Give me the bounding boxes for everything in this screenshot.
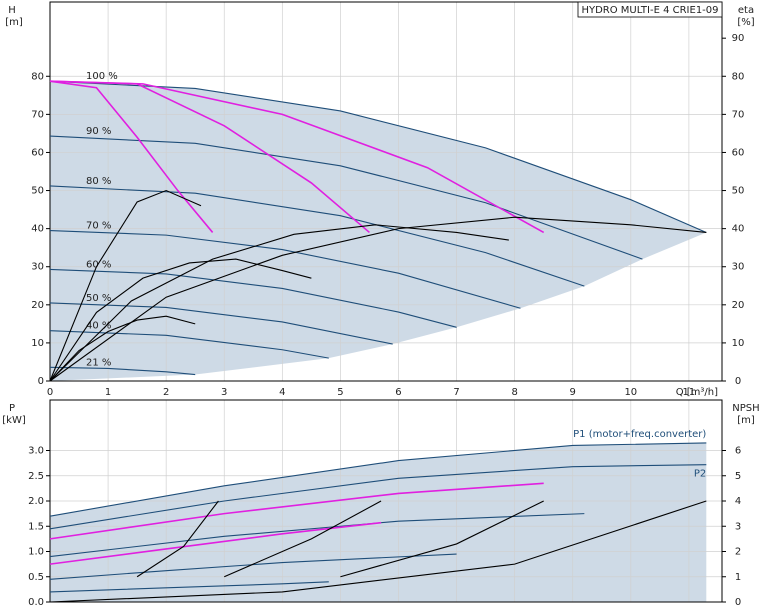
- plot-frame: [49, 399, 723, 603]
- y2-tick-label: 10: [732, 338, 745, 349]
- y-tick-label: 0.0: [28, 597, 44, 608]
- y2-tick-label: 0: [735, 597, 741, 608]
- y-tick-label: 0: [38, 376, 44, 387]
- x-tick-label: 7: [453, 387, 459, 398]
- curve: [49, 80, 545, 234]
- y-tick-label: 80: [31, 71, 44, 82]
- y-axis-unit: [kW]: [2, 415, 26, 426]
- y2-axis-label: NPSH: [732, 403, 759, 414]
- curve: [49, 366, 196, 376]
- x-tick-label: 5: [337, 387, 343, 398]
- speed-label: 100 %: [86, 71, 118, 82]
- y2-tick-label: 70: [732, 109, 745, 120]
- curve: [49, 216, 707, 382]
- speed-label: 21 %: [86, 357, 111, 368]
- speed-label: 50 %: [86, 293, 111, 304]
- y2-tick-label: 3: [735, 521, 741, 532]
- y-tick-label: 0.5: [28, 572, 44, 583]
- y-tick-label: 70: [31, 109, 44, 120]
- curve: [49, 330, 329, 359]
- curve: [49, 229, 521, 309]
- speed-label: 80 %: [86, 176, 111, 187]
- y-tick-label: 10: [31, 338, 44, 349]
- y-axis-unit: [m]: [5, 17, 23, 28]
- y2-tick-label: 90: [732, 33, 745, 44]
- y2-tick-label: 50: [732, 186, 745, 197]
- y2-tick-label: 6: [735, 446, 741, 457]
- y2-tick-label: 20: [732, 300, 745, 311]
- plot-frame: [49, 1, 723, 382]
- operating-region: [50, 81, 707, 381]
- y-tick-label: 2.0: [28, 496, 44, 507]
- speed-label: 90 %: [86, 126, 111, 137]
- y2-tick-label: 60: [732, 147, 745, 158]
- y-tick-label: 20: [31, 300, 44, 311]
- y2-tick-label: 40: [732, 224, 745, 235]
- curve: [49, 224, 509, 382]
- y-tick-label: 60: [31, 147, 44, 158]
- curve: [49, 500, 707, 603]
- x-tick-label: 11: [683, 387, 696, 398]
- y-tick-label: 3.0: [28, 446, 44, 457]
- curve: [49, 185, 585, 287]
- y2-axis-label: eta: [738, 5, 754, 16]
- y-axis-label: H: [8, 5, 16, 16]
- y2-tick-label: 1: [735, 572, 741, 583]
- curve: [49, 80, 214, 233]
- y2-tick-label: 5: [735, 471, 741, 482]
- y2-tick-label: 0: [735, 376, 741, 387]
- x-tick-label: 6: [395, 387, 401, 398]
- power-label: P2: [694, 469, 706, 480]
- y2-axis-unit: [%]: [737, 17, 754, 28]
- y-tick-label: 1.5: [28, 521, 44, 532]
- power-label: P1 (motor+freq.converter): [573, 429, 706, 440]
- title-box: [577, 1, 723, 18]
- x-tick-label: 0: [47, 387, 53, 398]
- curve: [49, 553, 457, 580]
- speed-label: 70 %: [86, 221, 111, 232]
- curve: [49, 135, 643, 260]
- x-tick-label: 9: [570, 387, 576, 398]
- x-tick-label: 2: [163, 387, 169, 398]
- x-tick-label: 3: [221, 387, 227, 398]
- curve: [224, 500, 382, 578]
- curve: [49, 482, 544, 540]
- speed-label: 40 %: [86, 321, 111, 332]
- y2-tick-label: 30: [732, 262, 745, 273]
- y-tick-label: 1.0: [28, 547, 44, 558]
- y2-tick-label: 4: [735, 496, 741, 507]
- curve: [49, 189, 202, 382]
- y-tick-label: 50: [31, 186, 44, 197]
- curve: [49, 268, 457, 328]
- curve: [49, 442, 707, 517]
- y-axis-label: P: [9, 403, 15, 414]
- y2-axis-unit: [m]: [737, 415, 755, 426]
- curve: [49, 581, 329, 593]
- y2-tick-label: 2: [735, 547, 741, 558]
- curve: [49, 302, 393, 345]
- x-axis-label: Q [m³/h]: [676, 387, 718, 398]
- curve: [49, 464, 707, 530]
- x-tick-label: 4: [279, 387, 285, 398]
- curve: [49, 513, 585, 558]
- curve: [136, 500, 219, 578]
- x-tick-label: 8: [511, 387, 517, 398]
- x-tick-label: 1: [105, 387, 111, 398]
- chart-title: HYDRO MULTI-E 4 CRIE1-09: [581, 5, 718, 16]
- y-tick-label: 40: [31, 224, 44, 235]
- y2-tick-label: 80: [732, 71, 745, 82]
- curve: [49, 315, 196, 382]
- x-tick-label: 10: [624, 387, 637, 398]
- curve: [340, 500, 544, 578]
- curve: [49, 80, 707, 233]
- y-tick-label: 30: [31, 262, 44, 273]
- speed-label: 60 %: [86, 259, 111, 270]
- y-tick-label: 2.5: [28, 471, 44, 482]
- curve: [49, 258, 312, 382]
